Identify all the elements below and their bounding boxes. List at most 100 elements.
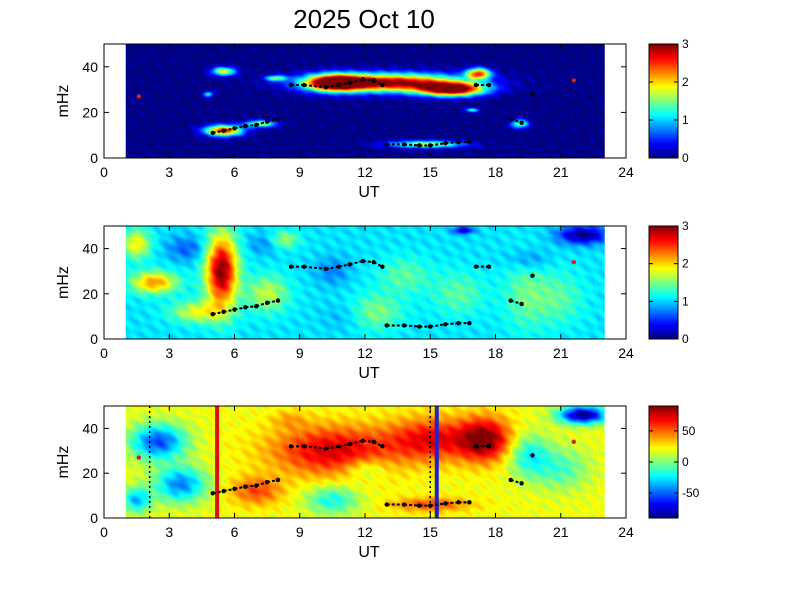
marker-track — [303, 445, 326, 450]
y-tick-label: 40 — [82, 59, 98, 75]
marker-point — [380, 444, 385, 449]
marker-point — [275, 477, 281, 483]
marker-track — [234, 306, 246, 311]
x-tick-label: 9 — [296, 164, 304, 180]
heatmap-image — [125, 226, 605, 339]
y-tick-label: 0 — [90, 150, 98, 166]
marker-track — [338, 81, 350, 87]
marker-point — [530, 91, 535, 97]
x-tick-label: 12 — [357, 524, 373, 540]
y-tick-label: 20 — [82, 104, 98, 120]
marker-track — [430, 142, 446, 147]
marker-track — [266, 299, 279, 304]
marker-track — [245, 123, 257, 128]
x-tick-label: 18 — [488, 164, 504, 180]
marker-track — [510, 478, 522, 485]
colorbar-tick-label: 3 — [682, 37, 689, 51]
marker-point — [486, 444, 492, 449]
heatmap-image — [125, 44, 605, 158]
marker-track — [362, 260, 374, 264]
colorbar-tick-label: 1 — [682, 113, 689, 127]
marker-track — [212, 310, 224, 316]
y-axis-label: mHz — [55, 85, 72, 118]
marker-track — [223, 487, 235, 493]
marker-track — [223, 127, 235, 132]
marker-track — [212, 490, 224, 495]
colorbar-gradient — [649, 226, 678, 339]
colorbar-tick-label: 3 — [682, 219, 689, 233]
marker-track — [325, 445, 340, 450]
marker-track — [445, 141, 459, 145]
marker-track — [255, 301, 268, 308]
colorbar-tick-label: -50 — [682, 486, 700, 500]
marker-track — [303, 265, 326, 270]
x-tick-label: 0 — [100, 524, 108, 540]
marker-track — [510, 299, 522, 305]
marker-track — [234, 485, 246, 490]
marker-point — [456, 139, 461, 145]
marker-track — [325, 265, 340, 270]
colorbar-frame — [648, 43, 679, 159]
y-axis-label: mHz — [55, 266, 72, 299]
colorbar-gradient — [649, 406, 678, 518]
marker-point — [456, 320, 461, 326]
marker-track — [349, 260, 364, 266]
x-tick-label: 15 — [422, 345, 438, 361]
marker-track — [373, 440, 383, 448]
x-tick-label: 15 — [422, 164, 438, 180]
x-tick-label: 15 — [422, 524, 438, 540]
x-tick-label: 21 — [553, 164, 569, 180]
figure-title: 2025 Oct 10 — [293, 4, 435, 34]
y-tick-label: 20 — [82, 465, 98, 481]
y-tick-label: 0 — [90, 331, 98, 347]
x-tick-label: 3 — [165, 164, 173, 180]
marker-point — [486, 264, 492, 269]
x-tick-label: 0 — [100, 164, 108, 180]
x-tick-label: 6 — [231, 345, 239, 361]
x-tick-label: 18 — [488, 345, 504, 361]
marker-track — [349, 439, 364, 446]
y-tick-label: 0 — [90, 510, 98, 526]
colorbar-tick-label: 0 — [682, 151, 689, 165]
marker-point — [380, 264, 385, 269]
y-tick-label: 40 — [82, 241, 98, 257]
x-tick-label: 3 — [165, 345, 173, 361]
marker-point — [275, 298, 281, 303]
y-tick-label: 20 — [82, 286, 98, 302]
marker-track — [338, 263, 350, 268]
marker-track — [325, 84, 340, 89]
marker-track — [373, 79, 383, 86]
marker-point — [380, 82, 385, 88]
marker-track — [303, 84, 326, 89]
marker-track — [223, 308, 235, 313]
x-tick-label: 6 — [231, 164, 239, 180]
x-axis-label: UT — [358, 184, 380, 201]
marker-track — [510, 118, 522, 124]
marker-track — [445, 501, 459, 505]
marker-track — [349, 78, 364, 84]
y-tick-label: 40 — [82, 420, 98, 436]
marker-track — [404, 324, 420, 328]
marker-track — [404, 503, 420, 507]
marker-point — [486, 82, 492, 88]
x-tick-label: 12 — [357, 164, 373, 180]
marker-track — [362, 439, 374, 443]
x-axis-label: UT — [358, 365, 380, 382]
x-tick-label: 24 — [618, 164, 634, 180]
colorbar-tick-label: 1 — [682, 294, 689, 308]
x-tick-label: 6 — [231, 524, 239, 540]
marker-track — [430, 323, 446, 328]
marker-point — [571, 439, 576, 445]
panel-3: 0 3 6 9 12 15 18 21 24 0 20 40 UT mHz -50 0 50 — [55, 405, 700, 561]
marker-track — [338, 443, 350, 448]
marker-track — [266, 478, 279, 484]
y-axis-label: mHz — [55, 446, 72, 479]
colorbar-tick-label: 0 — [682, 332, 689, 346]
x-tick-label: 21 — [553, 524, 569, 540]
marker-point — [136, 94, 141, 99]
marker-track — [212, 129, 224, 134]
x-tick-label: 9 — [296, 345, 304, 361]
